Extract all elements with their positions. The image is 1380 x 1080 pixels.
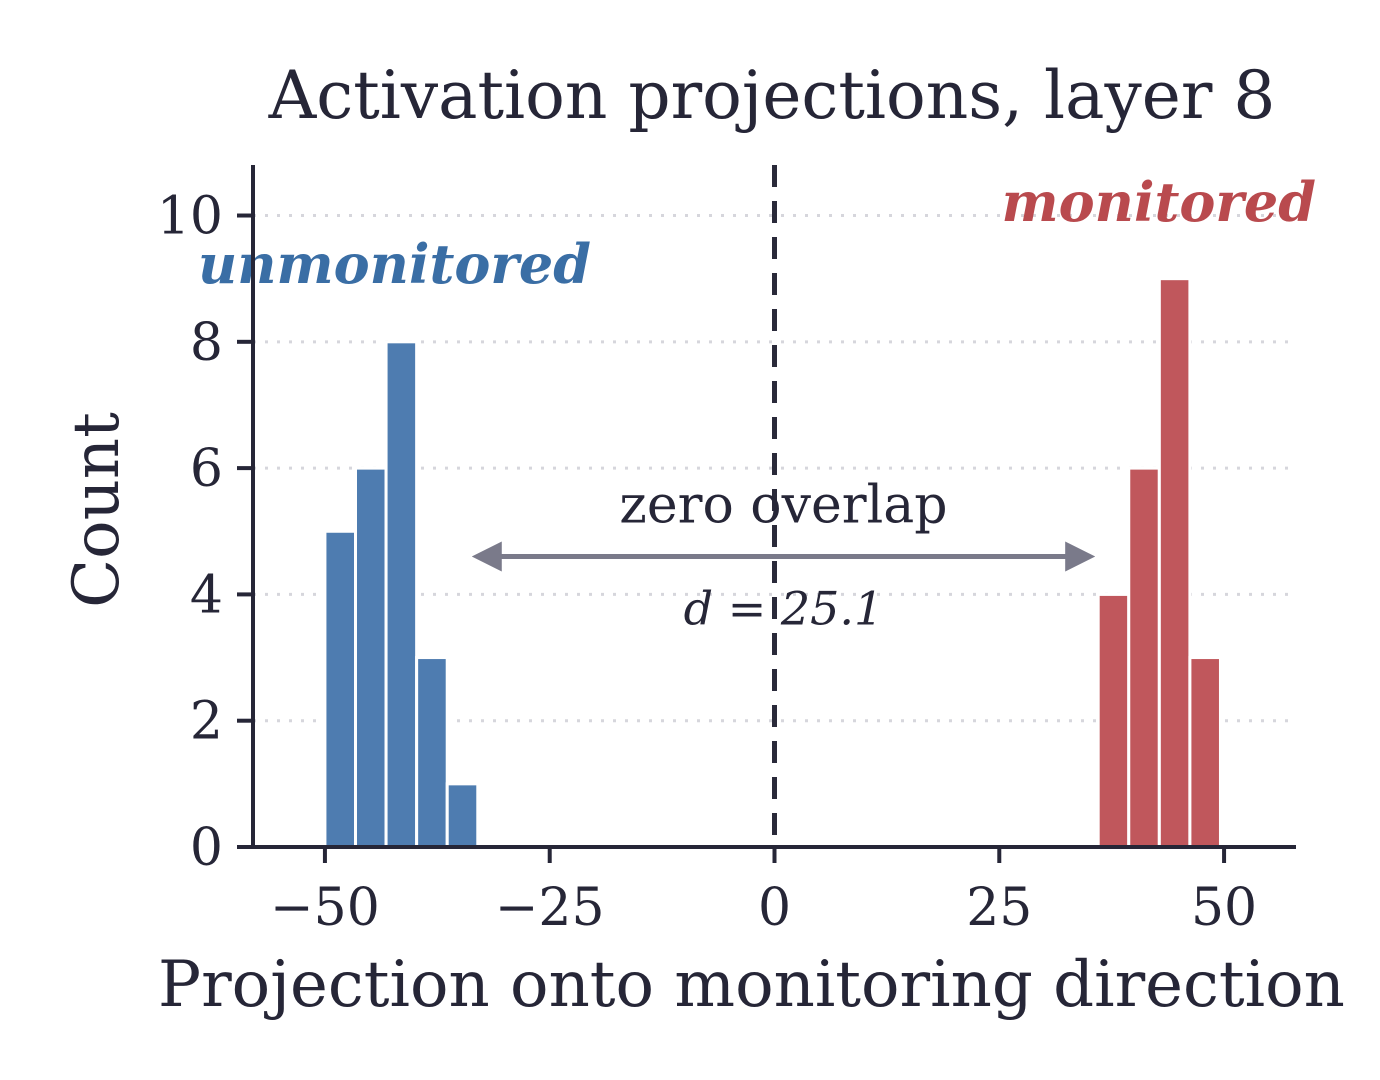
y-ticks: 0 2 4 6 8 10	[157, 187, 253, 878]
x-tick-label: 25	[966, 878, 1032, 938]
series-label-unmonitored: unmonitored	[198, 232, 591, 296]
histogram-bars	[323, 277, 1222, 849]
y-tick-label: 2	[190, 692, 223, 752]
bar-unmonitored	[445, 782, 480, 849]
annotation-distance: d = 25.1	[684, 582, 884, 636]
chart-title: Activation projections, layer 8	[268, 57, 1276, 134]
y-tick-label: 8	[190, 313, 223, 373]
bar-monitored	[1157, 277, 1192, 849]
y-tick-label: 4	[190, 565, 223, 625]
y-tick-label: 0	[190, 818, 223, 878]
bar-unmonitored	[323, 529, 358, 849]
y-axis-label: Count	[60, 412, 134, 608]
x-tick-label: −50	[270, 878, 380, 938]
bar-monitored	[1127, 466, 1161, 849]
bar-unmonitored	[354, 466, 388, 849]
series-label-monitored: monitored	[1002, 170, 1316, 234]
bar-monitored	[1096, 592, 1131, 849]
bar-unmonitored	[415, 656, 449, 849]
x-tick-label: 50	[1191, 878, 1257, 938]
x-axis-label: Projection onto monitoring direction	[158, 948, 1345, 1022]
y-tick-label: 10	[157, 187, 223, 247]
annotation-zero-overlap: zero overlap	[619, 476, 947, 536]
x-ticks: −50 −25 0 25 50	[270, 847, 1257, 938]
bar-monitored	[1188, 656, 1222, 849]
x-tick-label: 0	[758, 878, 791, 938]
x-tick-label: −25	[495, 878, 605, 938]
bar-unmonitored	[384, 340, 419, 849]
y-tick-label: 6	[190, 439, 223, 499]
